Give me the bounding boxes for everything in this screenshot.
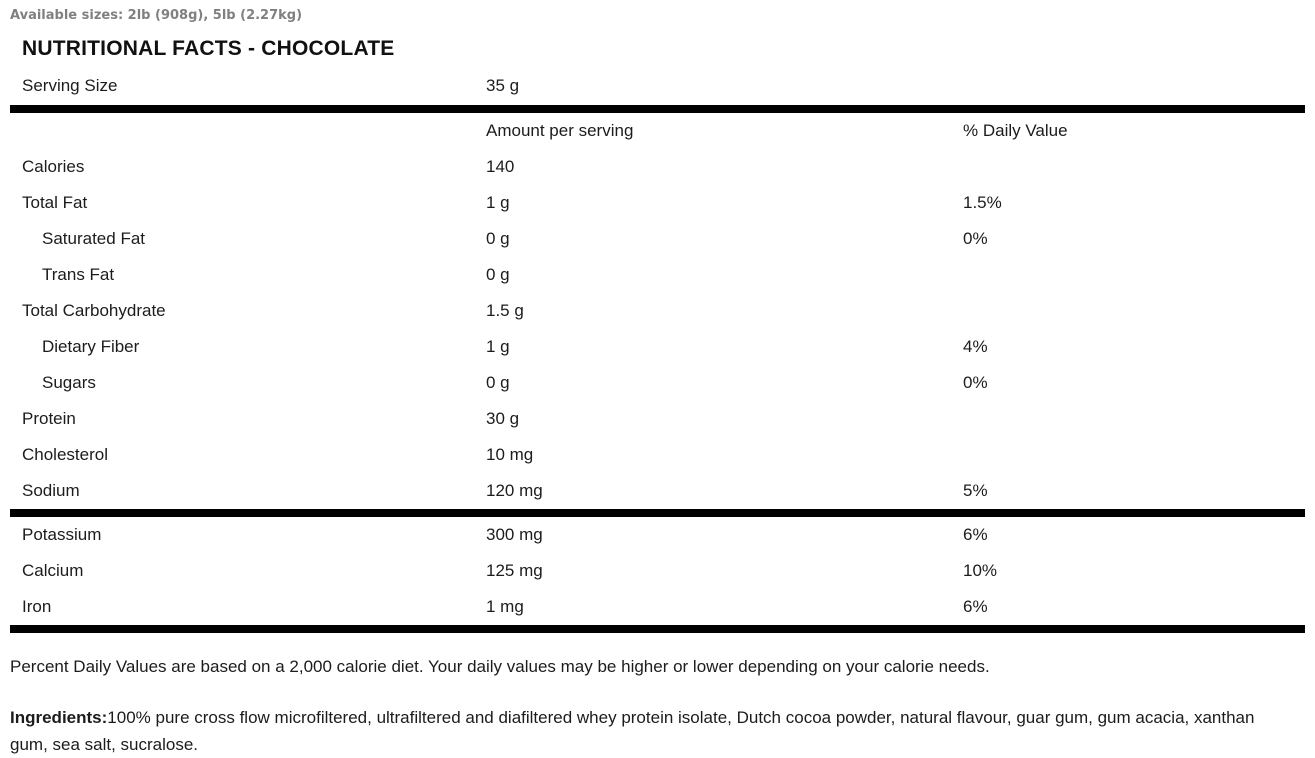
separator-bar-middle xyxy=(10,509,1305,517)
nutrient-label: Potassium xyxy=(22,525,102,544)
nutrient-label: Total Carbohydrate xyxy=(22,301,166,320)
nutrient-dv: 6% xyxy=(963,525,988,544)
nutrient-label: Calories xyxy=(22,157,85,176)
nutrient-dv: 1.5% xyxy=(963,193,1002,212)
nutrient-amount: 1 g xyxy=(486,193,510,212)
table-row-cholesterol: Cholesterol 10 mg xyxy=(10,437,1305,473)
nutrient-label: Cholesterol xyxy=(22,445,108,464)
nutrient-label: Dietary Fiber xyxy=(42,337,140,356)
nutrient-label: Sugars xyxy=(42,373,96,392)
nutrition-facts-table: NUTRITIONAL FACTS - CHOCOLATE Serving Si… xyxy=(10,37,1305,633)
nutrient-amount: 1.5 g xyxy=(486,301,524,320)
ingredients-label: Ingredients: xyxy=(10,708,108,727)
separator-bar-bottom xyxy=(10,625,1305,633)
table-row-total-fat: Total Fat 1 g 1.5% xyxy=(10,185,1305,221)
nutrient-amount: 0 g xyxy=(486,373,510,392)
separator-bar-top xyxy=(10,105,1305,113)
table-row-trans-fat: Trans Fat 0 g xyxy=(10,257,1305,293)
serving-size-label: Serving Size xyxy=(22,76,118,95)
column-header-row: Amount per serving % Daily Value xyxy=(10,113,1305,149)
table-row-protein: Protein 30 g xyxy=(10,401,1305,437)
nutrient-amount: 140 xyxy=(486,157,515,176)
table-row-calories: Calories 140 xyxy=(10,149,1305,185)
table-row-dietary-fiber: Dietary Fiber 1 g 4% xyxy=(10,329,1305,365)
daily-value-column-header: % Daily Value xyxy=(963,121,1068,140)
table-row-total-carbohydrate: Total Carbohydrate 1.5 g xyxy=(10,293,1305,329)
nutrient-dv: 0% xyxy=(963,229,988,248)
nutrient-amount: 120 mg xyxy=(486,481,543,500)
nutrient-label: Trans Fat xyxy=(42,265,115,284)
nutrient-label: Iron xyxy=(22,597,52,616)
table-row-iron: Iron 1 mg 6% xyxy=(10,589,1305,625)
nutrient-label: Sodium xyxy=(22,481,80,500)
table-row-sodium: Sodium 120 mg 5% xyxy=(10,473,1305,509)
nutrient-label: Calcium xyxy=(22,561,84,580)
table-row-calcium: Calcium 125 mg 10% xyxy=(10,553,1305,589)
available-sizes-text: Available sizes: 2lb (908g), 5lb (2.27kg… xyxy=(10,8,303,23)
nutrient-dv: 4% xyxy=(963,337,988,356)
nutrient-dv: 6% xyxy=(963,597,988,616)
table-title: NUTRITIONAL FACTS - CHOCOLATE xyxy=(22,37,395,60)
nutrient-dv: 0% xyxy=(963,373,988,392)
nutrient-label: Total Fat xyxy=(22,193,88,212)
table-row-sugars: Sugars 0 g 0% xyxy=(10,365,1305,401)
nutrient-label: Saturated Fat xyxy=(42,229,146,248)
nutrient-amount: 300 mg xyxy=(486,525,543,544)
nutrient-amount: 0 g xyxy=(486,265,510,284)
nutrient-amount: 125 mg xyxy=(486,561,543,580)
table-row-saturated-fat: Saturated Fat 0 g 0% xyxy=(10,221,1305,257)
amount-column-header: Amount per serving xyxy=(486,121,634,140)
table-row-potassium: Potassium 300 mg 6% xyxy=(10,517,1305,553)
ingredients-paragraph: Ingredients:100% pure cross flow microfi… xyxy=(10,704,1305,758)
nutrient-amount: 1 g xyxy=(486,337,510,356)
nutrient-amount: 1 mg xyxy=(486,597,524,616)
nutrient-amount: 0 g xyxy=(486,229,510,248)
nutrient-dv: 5% xyxy=(963,481,988,500)
nutrient-label: Protein xyxy=(22,409,76,428)
serving-size-row: Serving Size 35 g xyxy=(10,61,1305,105)
nutrient-dv: 10% xyxy=(963,561,998,580)
serving-size-value: 35 g xyxy=(486,76,520,95)
nutrient-amount: 30 g xyxy=(486,409,520,428)
nutrient-amount: 10 mg xyxy=(486,445,534,464)
daily-values-note: Percent Daily Values are based on a 2,00… xyxy=(10,657,990,676)
ingredients-text: 100% pure cross flow microfiltered, ultr… xyxy=(10,708,1255,754)
